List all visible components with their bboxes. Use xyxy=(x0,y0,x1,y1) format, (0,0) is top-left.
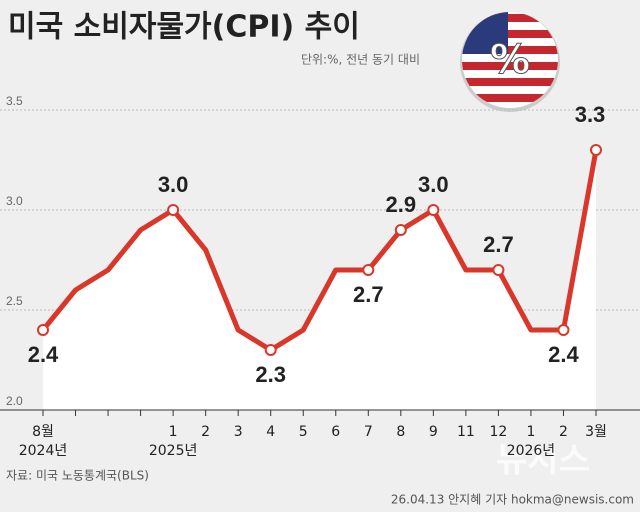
x-tick-label: 3 xyxy=(234,424,243,440)
value-label: 2.7 xyxy=(353,282,384,307)
area-fill xyxy=(43,150,596,410)
value-label: 2.9 xyxy=(386,192,417,217)
x-tick-label: 7 xyxy=(364,424,373,440)
y-tick-label: 3.0 xyxy=(6,194,23,208)
point xyxy=(362,264,375,276)
point xyxy=(557,324,570,336)
x-tick-label: 12 xyxy=(489,424,507,440)
flag-icon: % xyxy=(460,12,560,112)
x-tick-label: 11 xyxy=(457,424,475,440)
point xyxy=(167,204,180,216)
x-tick-label: 6 xyxy=(331,424,340,440)
subtitle: 단위:%, 전년 동기 대비 xyxy=(301,53,420,67)
value-label: 2.4 xyxy=(28,342,59,367)
point xyxy=(264,344,277,356)
point xyxy=(492,264,505,276)
value-label: 3.0 xyxy=(418,172,449,197)
y-tick-label: 2.0 xyxy=(6,394,23,408)
x-tick-label: 2 xyxy=(201,424,210,440)
value-label: 2.3 xyxy=(255,362,286,387)
svg-text:%: % xyxy=(490,37,530,83)
x-tick-label: 4 xyxy=(266,424,275,440)
value-label: 3.0 xyxy=(158,172,189,197)
x-tick-label: 8월 xyxy=(32,424,54,440)
point xyxy=(394,224,407,236)
value-label: 2.4 xyxy=(548,342,579,367)
point xyxy=(590,144,602,156)
x-group-label: 2025년 xyxy=(149,443,198,459)
point xyxy=(427,204,440,216)
y-tick-label: 2.5 xyxy=(6,294,23,308)
point xyxy=(37,324,49,336)
chart-title: 미국 소비자물가(CPI) 추이 xyxy=(8,10,360,45)
x-tick-label: 9 xyxy=(429,424,438,440)
credit: 26.04.13 안지혜 기자 hokma@newsis.com xyxy=(391,493,634,507)
line xyxy=(41,149,599,353)
x-tick-label: 5 xyxy=(299,424,308,440)
y-tick-label: 3.5 xyxy=(6,94,23,108)
watermark: 뉴시스 xyxy=(496,441,590,481)
x-tick-label: 3월 xyxy=(585,424,607,440)
x-tick-label: 8 xyxy=(396,424,405,440)
x-tick-label: 1 xyxy=(169,424,178,440)
source: 자료: 미국 노동통계국(BLS) xyxy=(6,469,149,483)
value-label: 3.3 xyxy=(575,102,606,127)
x-group-label: 2026년 xyxy=(507,443,556,459)
value-label: 2.7 xyxy=(483,232,514,257)
x-group-label: 2024년 xyxy=(19,443,68,459)
x-tick-label: 2 xyxy=(559,424,568,440)
x-tick-label: 1 xyxy=(526,424,535,440)
